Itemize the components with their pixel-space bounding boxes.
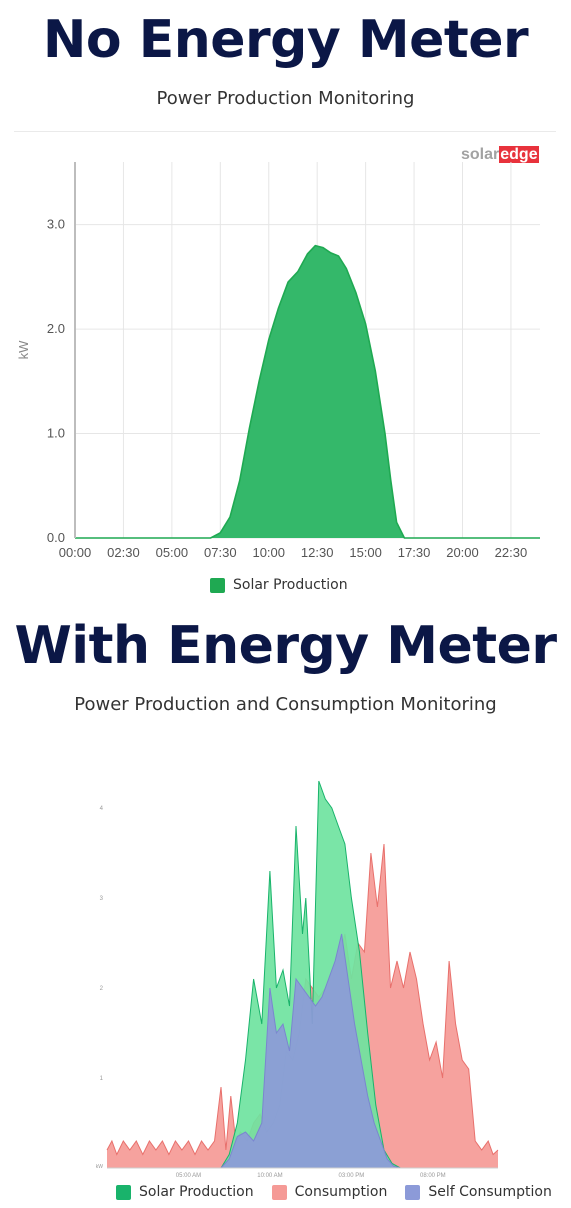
- chart2-legend-item-solar[interactable]: Solar Production: [116, 1184, 254, 1200]
- chart2-series-line: [107, 933, 498, 1169]
- chart2-x-tick-label: 05:00 AM: [176, 1173, 201, 1179]
- chart2-y-tick-label: 4: [100, 806, 104, 812]
- chart2-x-tick-label: 08:00 PM: [420, 1173, 446, 1179]
- chart-2: 05:00 AM 10:00 AM 03:00 PM 08:00 PM 1 2 3 4 kW: [96, 780, 499, 1179]
- chart2-series-area: [107, 934, 498, 1168]
- chart1-x-tick-label: 12:30: [301, 545, 334, 560]
- chart2-x-tick-label: 03:00 PM: [339, 1173, 365, 1179]
- chart1-legend-label: Solar Production: [233, 577, 348, 593]
- chart2-y-tick-label: 2: [100, 986, 104, 992]
- chart2-legend-swatch-consumption: [271, 1184, 287, 1200]
- chart1-x-tick-label: 10:00: [252, 545, 285, 560]
- chart2-legend-swatch-solar: [116, 1184, 131, 1200]
- chart1-x-tick-label: 17:30: [398, 545, 431, 560]
- chart2-legend-item-self[interactable]: Self Consumption: [405, 1184, 552, 1200]
- chart2-x-tick-label: 10:00 AM: [257, 1173, 282, 1179]
- section2-subtitle: Power Production and Consumption Monitor…: [74, 694, 497, 715]
- chart1-y-tick-label: 2.0: [47, 321, 65, 336]
- brand-part2: edge: [499, 146, 539, 163]
- chart1-x-tick-label: 07:30: [204, 545, 237, 560]
- chart1-x-tick-label: 02:30: [107, 545, 140, 560]
- chart2-y-axis-unit: kW: [96, 1164, 104, 1170]
- chart2-legend-label-self: Self Consumption: [428, 1184, 552, 1200]
- chart1-axes: 00:00 02:30 05:00 07:30 10:00 12:30 15:00 17:30…: [47, 162, 527, 560]
- chart1-x-tick-label: 05:00: [156, 545, 189, 560]
- chart2-series: [106, 780, 499, 1169]
- chart-1: 00:00 02:30 05:00 07:30 10:00 12:30 15:00 17:30…: [16, 162, 540, 560]
- chart1-series-area: [75, 245, 540, 538]
- chart2-legend: Solar Production Consumption Self Consum…: [116, 1184, 552, 1200]
- chart1-x-tick-label: 15:00: [349, 545, 382, 560]
- chart1-x-tick-label: 22:30: [495, 545, 528, 560]
- solaredge-logo: solaredge: [461, 146, 539, 164]
- section1-title: No Energy Meter: [42, 10, 529, 70]
- chart2-y-tick-label: 3: [100, 896, 104, 902]
- chart2-axes: 05:00 AM 10:00 AM 03:00 PM 08:00 PM 1 2 3 4 kW: [96, 806, 498, 1179]
- brand-part1: solar: [461, 146, 500, 163]
- chart1-y-tick-label: 3.0: [47, 217, 65, 232]
- chart1-legend-swatch: [210, 577, 225, 593]
- chart1-y-tick-label: 1.0: [47, 426, 65, 441]
- chart2-legend-item-consumption[interactable]: Consumption: [271, 1184, 388, 1200]
- chart2-series-area: [107, 781, 498, 1168]
- chart1-y-tick-label: 0.0: [47, 530, 65, 545]
- chart2-legend-swatch-self: [405, 1184, 421, 1200]
- chart1-legend: Solar Production: [210, 577, 348, 593]
- chart1-x-tick-label: 20:00: [446, 545, 479, 560]
- chart1-y-axis-label: kW: [16, 340, 31, 360]
- chart2-legend-label-solar: Solar Production: [139, 1184, 254, 1200]
- chart2-series-line: [107, 780, 498, 1169]
- section1-subtitle: Power Production Monitoring: [156, 88, 415, 109]
- divider: [14, 131, 556, 132]
- section2-title: With Energy Meter: [14, 616, 557, 676]
- chart1-x-tick-label: 00:00: [59, 545, 92, 560]
- chart1-series-line: [75, 244, 540, 539]
- chart2-legend-label-consumption: Consumption: [294, 1184, 388, 1200]
- chart2-y-tick-label: 1: [100, 1076, 104, 1082]
- chart1-series: [75, 244, 540, 539]
- chart1-legend-item-solar[interactable]: Solar Production: [210, 577, 348, 593]
